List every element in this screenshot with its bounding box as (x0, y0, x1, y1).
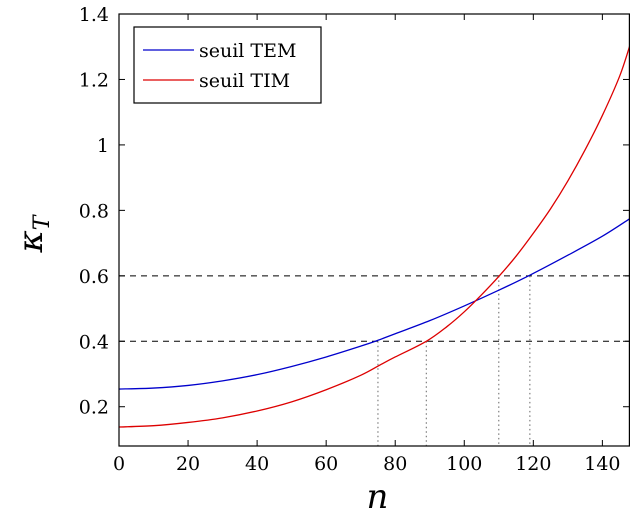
x-tick-label: 0 (113, 453, 125, 475)
legend-box (133, 26, 322, 104)
plot-frame (118, 13, 630, 447)
series-line-1 (118, 44, 630, 428)
legend-label-0: seuil TEM (199, 40, 296, 62)
x-tick-label: 140 (584, 453, 620, 475)
x-axis-label: n (367, 477, 389, 517)
y-tick-label: 0.8 (79, 200, 109, 222)
y-axis-label-subscript: T (30, 213, 55, 230)
y-axis-label: κT (11, 213, 55, 253)
x-tick-label: 20 (176, 453, 200, 475)
y-tick-label: 1 (97, 135, 109, 157)
y-tick-label: 0.6 (79, 266, 109, 288)
series-line-0 (118, 218, 630, 390)
x-tick-label: 80 (383, 453, 407, 475)
x-tick-label: 100 (446, 453, 482, 475)
y-axis-ticks: 0.2 0.4 0.6 0.8 1 1.2 1.4 (79, 4, 629, 419)
x-tick-label: 120 (515, 453, 551, 475)
x-tick-label: 40 (245, 453, 269, 475)
legend: seuil TEM seuil TIM (133, 26, 322, 104)
y-tick-label: 1.4 (79, 4, 109, 26)
x-axis-ticks: 0 20 40 60 80 100 120 140 (113, 14, 621, 475)
x-tick-label: 60 (314, 453, 338, 475)
y-tick-label: 1.2 (79, 69, 109, 91)
legend-label-1: seuil TIM (199, 70, 290, 92)
y-tick-label: 0.4 (79, 331, 109, 353)
y-tick-label: 0.2 (79, 397, 109, 419)
svg-text:κT: κT (11, 213, 55, 253)
y-axis-label-main: κ (11, 230, 51, 253)
series-layer (118, 44, 630, 428)
